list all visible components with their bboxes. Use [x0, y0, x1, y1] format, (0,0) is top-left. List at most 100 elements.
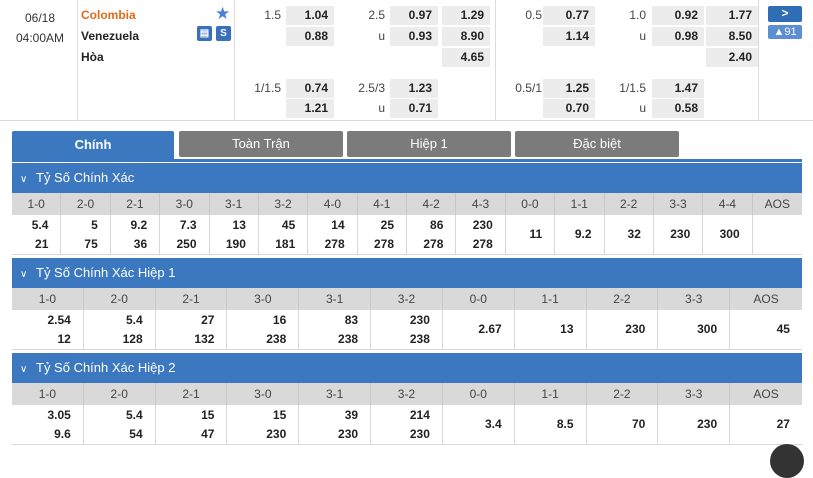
odds-value[interactable]: 230 [670, 227, 691, 241]
score-odds-cell[interactable]: 25 278 [358, 215, 407, 254]
odds-value[interactable]: 11 [529, 227, 543, 241]
favorite-star-icon[interactable]: ★ [215, 4, 231, 23]
score-odds-cell[interactable]: 11 [506, 215, 556, 254]
odds-value[interactable]: 8.90 [442, 27, 490, 46]
stats-icon[interactable]: S [216, 26, 231, 41]
odds-value[interactable]: 27 [776, 417, 790, 431]
odds-value-bottom[interactable]: 230 [338, 426, 359, 441]
score-odds-cell[interactable]: 83 238 [299, 310, 372, 349]
odds-value[interactable]: 0.74 [286, 79, 334, 98]
odds-value[interactable]: 4.65 [442, 48, 490, 67]
odds-value-top[interactable]: 83 [344, 312, 359, 327]
odds-value[interactable]: 1.14 [543, 27, 595, 46]
odds-value[interactable]: 0.97 [390, 6, 438, 25]
chevron-down-icon[interactable]: ∨ [20, 174, 28, 185]
odds-value[interactable]: 1.25 [543, 79, 595, 98]
odds-value[interactable]: 32 [627, 227, 641, 241]
score-odds-cell[interactable]: 230 278 [456, 215, 506, 254]
score-odds-cell[interactable]: 9.2 [555, 215, 605, 254]
odds-value-bottom[interactable]: 278 [373, 236, 394, 251]
odds-value-top[interactable]: 2.54 [47, 312, 71, 327]
score-odds-cell[interactable]: 230 238 [371, 310, 443, 349]
chevron-down-icon[interactable]: ∨ [20, 364, 28, 375]
score-odds-cell[interactable]: 32 [605, 215, 654, 254]
odds-value-bottom[interactable]: 21 [35, 236, 49, 251]
score-odds-cell[interactable]: 45 [730, 310, 802, 349]
odds-value-bottom[interactable]: 36 [133, 236, 148, 251]
odds-value-top[interactable]: 5 [91, 217, 98, 232]
score-odds-cell[interactable]: 15 47 [156, 405, 228, 444]
score-odds-cell[interactable]: 13 [515, 310, 587, 349]
odds-value-bottom[interactable]: 12 [57, 331, 71, 346]
odds-value[interactable]: 9.2 [574, 227, 592, 241]
score-odds-cell[interactable]: 27 [730, 405, 802, 444]
odds-value-top[interactable]: 13 [232, 217, 246, 232]
odds-value-top[interactable]: 45 [281, 217, 296, 232]
score-odds-cell[interactable]: 15 230 [227, 405, 300, 444]
odds-value[interactable]: 1.29 [442, 6, 490, 25]
odds-value[interactable]: 0.98 [652, 27, 704, 46]
score-odds-cell[interactable]: 5.4 54 [84, 405, 156, 444]
odds-value-bottom[interactable]: 181 [275, 236, 296, 251]
tab-dac-biet[interactable]: Đặc biệt [515, 131, 679, 157]
score-odds-cell[interactable] [753, 215, 802, 254]
odds-value[interactable]: 70 [631, 417, 646, 431]
odds-value-top[interactable]: 5.4 [31, 217, 49, 232]
odds-value-bottom[interactable]: 238 [409, 331, 430, 346]
odds-value-bottom[interactable]: 9.6 [54, 426, 71, 441]
odds-value[interactable]: 8.5 [556, 417, 574, 431]
score-odds-cell[interactable]: 16 238 [227, 310, 300, 349]
score-odds-cell[interactable]: 5.4 128 [84, 310, 156, 349]
odds-value-top[interactable]: 16 [272, 312, 287, 327]
odds-value-top[interactable]: 25 [380, 217, 394, 232]
odds-value-top[interactable]: 5.4 [125, 407, 143, 422]
odds-value[interactable]: 8.50 [706, 27, 758, 46]
odds-value-top[interactable]: 39 [344, 407, 359, 422]
chevron-down-icon[interactable]: ∨ [20, 269, 28, 280]
score-odds-cell[interactable]: 7.3 250 [160, 215, 210, 254]
odds-value[interactable]: 0.71 [390, 99, 438, 118]
odds-value[interactable]: 1.77 [706, 6, 758, 25]
odds-value[interactable]: 300 [697, 322, 718, 336]
score-odds-cell[interactable]: 39 230 [299, 405, 372, 444]
score-odds-cell[interactable]: 14 278 [308, 215, 358, 254]
score-odds-cell[interactable]: 300 [658, 310, 731, 349]
odds-value-top[interactable]: 7.3 [179, 217, 197, 232]
odds-value-bottom[interactable]: 230 [409, 426, 430, 441]
odds-value[interactable]: 1.23 [390, 79, 438, 98]
odds-value-bottom[interactable]: 190 [225, 236, 246, 251]
odds-value-top[interactable]: 5.4 [125, 312, 143, 327]
odds-value-top[interactable]: 86 [430, 217, 444, 232]
score-odds-cell[interactable]: 5 75 [61, 215, 111, 254]
odds-value-top[interactable]: 15 [201, 407, 215, 422]
odds-value-bottom[interactable]: 75 [84, 236, 98, 251]
tab-chinh[interactable]: Chính [12, 131, 174, 161]
score-odds-cell[interactable]: 9.2 36 [111, 215, 161, 254]
score-odds-cell[interactable]: 27 132 [156, 310, 228, 349]
tab-hiep-1[interactable]: Hiệp 1 [347, 131, 511, 157]
odds-value-bottom[interactable]: 250 [176, 236, 197, 251]
odds-value-bottom[interactable]: 238 [266, 331, 287, 346]
odds-value-bottom[interactable]: 278 [423, 236, 444, 251]
score-odds-cell[interactable]: 8.5 [515, 405, 587, 444]
section-header[interactable]: ∨ Tỷ Số Chính Xác Hiệp 1 [12, 258, 802, 288]
odds-value-bottom[interactable]: 230 [266, 426, 287, 441]
score-odds-cell[interactable]: 13 190 [210, 215, 259, 254]
odds-value[interactable]: 0.70 [543, 99, 595, 118]
score-odds-cell[interactable]: 2.54 12 [12, 310, 84, 349]
score-odds-cell[interactable]: 230 [658, 405, 731, 444]
odds-value-top[interactable]: 15 [272, 407, 287, 422]
score-odds-cell[interactable]: 300 [703, 215, 753, 254]
odds-value-bottom[interactable]: 47 [201, 426, 215, 441]
odds-value[interactable]: 0.88 [286, 27, 334, 46]
odds-value-top[interactable]: 27 [201, 312, 215, 327]
expand-arrow-button[interactable]: > [768, 6, 802, 22]
odds-value[interactable]: 300 [719, 227, 740, 241]
score-odds-cell[interactable]: 86 278 [407, 215, 457, 254]
odds-value-top[interactable]: 14 [331, 217, 345, 232]
odds-value-top[interactable]: 3.05 [47, 407, 71, 422]
odds-value-bottom[interactable]: 54 [129, 426, 143, 441]
score-odds-cell[interactable]: 214 230 [371, 405, 443, 444]
odds-value[interactable]: 0.77 [543, 6, 595, 25]
score-odds-cell[interactable]: 5.4 21 [12, 215, 62, 254]
